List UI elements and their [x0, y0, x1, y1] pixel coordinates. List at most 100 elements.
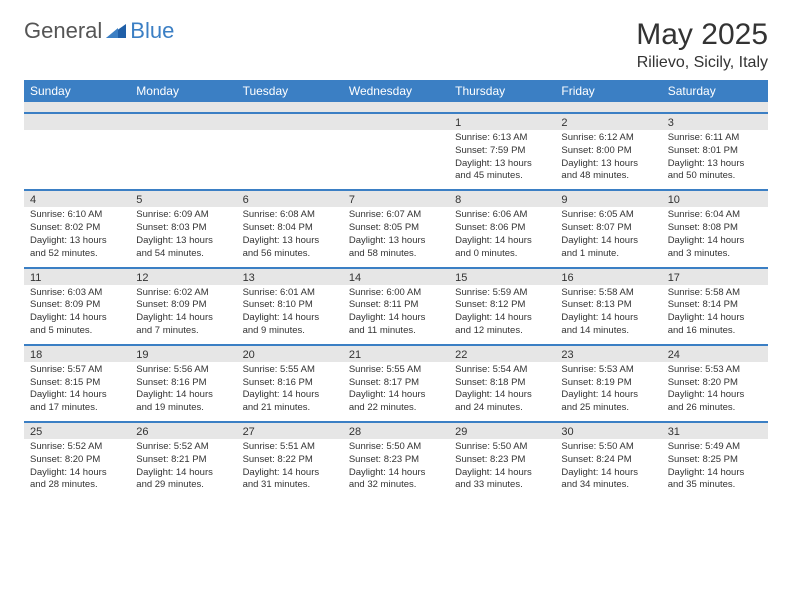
- daylight-text: Daylight: 13 hours: [136, 235, 230, 248]
- day-cell: Sunrise: 5:50 AMSunset: 8:23 PMDaylight:…: [343, 439, 449, 499]
- daylight-text: and 31 minutes.: [243, 479, 337, 492]
- sunset-text: Sunset: 8:09 PM: [136, 299, 230, 312]
- sunset-text: Sunset: 8:18 PM: [455, 377, 549, 390]
- daylight-text: and 24 minutes.: [455, 402, 549, 415]
- day-number: 7: [343, 190, 449, 207]
- sunset-text: Sunset: 8:24 PM: [561, 454, 655, 467]
- day-cell: Sunrise: 6:09 AMSunset: 8:03 PMDaylight:…: [130, 207, 236, 267]
- daylight-text: Daylight: 14 hours: [668, 235, 762, 248]
- sunrise-text: Sunrise: 6:13 AM: [455, 132, 549, 145]
- day-number: 3: [662, 113, 768, 130]
- day-number: 12: [130, 268, 236, 285]
- daylight-text: and 26 minutes.: [668, 402, 762, 415]
- sunrise-text: Sunrise: 6:12 AM: [561, 132, 655, 145]
- daylight-text: and 52 minutes.: [30, 248, 124, 261]
- day-cell: Sunrise: 5:58 AMSunset: 8:14 PMDaylight:…: [662, 285, 768, 345]
- daylight-text: and 22 minutes.: [349, 402, 443, 415]
- daylight-text: and 9 minutes.: [243, 325, 337, 338]
- day-number: 23: [555, 345, 661, 362]
- sunset-text: Sunset: 8:16 PM: [136, 377, 230, 390]
- daylight-text: Daylight: 14 hours: [243, 312, 337, 325]
- day-cell: [237, 130, 343, 190]
- day-cell: Sunrise: 5:50 AMSunset: 8:23 PMDaylight:…: [449, 439, 555, 499]
- daylight-text: Daylight: 14 hours: [30, 467, 124, 480]
- day-cell: Sunrise: 5:49 AMSunset: 8:25 PMDaylight:…: [662, 439, 768, 499]
- sunrise-text: Sunrise: 5:53 AM: [561, 364, 655, 377]
- day-cell: [130, 130, 236, 190]
- sunset-text: Sunset: 8:25 PM: [668, 454, 762, 467]
- sunset-text: Sunset: 8:14 PM: [668, 299, 762, 312]
- daylight-text: Daylight: 13 hours: [243, 235, 337, 248]
- header: General Blue May 2025 Rilievo, Sicily, I…: [24, 18, 768, 72]
- daylight-text: Daylight: 14 hours: [561, 389, 655, 402]
- day-number: 1: [449, 113, 555, 130]
- daylight-text: and 7 minutes.: [136, 325, 230, 338]
- sunrise-text: Sunrise: 5:55 AM: [349, 364, 443, 377]
- daylight-text: and 0 minutes.: [455, 248, 549, 261]
- day-cell: Sunrise: 6:08 AMSunset: 8:04 PMDaylight:…: [237, 207, 343, 267]
- daylight-text: Daylight: 14 hours: [561, 467, 655, 480]
- day-detail-row: Sunrise: 5:52 AMSunset: 8:20 PMDaylight:…: [24, 439, 768, 499]
- sunrise-text: Sunrise: 6:06 AM: [455, 209, 549, 222]
- daylight-text: and 16 minutes.: [668, 325, 762, 338]
- day-number: 18: [24, 345, 130, 362]
- sunrise-text: Sunrise: 6:10 AM: [30, 209, 124, 222]
- day-cell: Sunrise: 6:02 AMSunset: 8:09 PMDaylight:…: [130, 285, 236, 345]
- day-number: [237, 113, 343, 130]
- daylight-text: Daylight: 14 hours: [561, 312, 655, 325]
- sunrise-text: Sunrise: 5:52 AM: [136, 441, 230, 454]
- sunset-text: Sunset: 7:59 PM: [455, 145, 549, 158]
- day-number: 28: [343, 422, 449, 439]
- day-header: Wednesday: [343, 80, 449, 102]
- day-cell: Sunrise: 6:05 AMSunset: 8:07 PMDaylight:…: [555, 207, 661, 267]
- day-header-row: Sunday Monday Tuesday Wednesday Thursday…: [24, 80, 768, 102]
- calendar-weeks: 123Sunrise: 6:13 AMSunset: 7:59 PMDaylig…: [24, 112, 768, 499]
- day-cell: Sunrise: 6:04 AMSunset: 8:08 PMDaylight:…: [662, 207, 768, 267]
- sunrise-text: Sunrise: 6:08 AM: [243, 209, 337, 222]
- daylight-text: and 19 minutes.: [136, 402, 230, 415]
- sunrise-text: Sunrise: 6:11 AM: [668, 132, 762, 145]
- sunrise-text: Sunrise: 6:05 AM: [561, 209, 655, 222]
- logo-text-general: General: [24, 18, 102, 44]
- day-number: 2: [555, 113, 661, 130]
- sunset-text: Sunset: 8:21 PM: [136, 454, 230, 467]
- daylight-text: Daylight: 14 hours: [561, 235, 655, 248]
- daylight-text: and 12 minutes.: [455, 325, 549, 338]
- day-header: Thursday: [449, 80, 555, 102]
- daylight-text: Daylight: 14 hours: [455, 312, 549, 325]
- sunrise-text: Sunrise: 6:09 AM: [136, 209, 230, 222]
- day-number: [130, 113, 236, 130]
- logo: General Blue: [24, 18, 174, 44]
- day-header: Saturday: [662, 80, 768, 102]
- daylight-text: Daylight: 13 hours: [668, 158, 762, 171]
- day-number: 27: [237, 422, 343, 439]
- sunset-text: Sunset: 8:23 PM: [349, 454, 443, 467]
- daylight-text: Daylight: 14 hours: [243, 389, 337, 402]
- daylight-text: Daylight: 14 hours: [455, 235, 549, 248]
- day-number: 15: [449, 268, 555, 285]
- sunrise-text: Sunrise: 6:00 AM: [349, 287, 443, 300]
- day-cell: Sunrise: 6:07 AMSunset: 8:05 PMDaylight:…: [343, 207, 449, 267]
- day-number-row: 25262728293031: [24, 422, 768, 439]
- spacer-row: [24, 102, 768, 112]
- day-number: 16: [555, 268, 661, 285]
- day-header: Sunday: [24, 80, 130, 102]
- sunrise-text: Sunrise: 5:53 AM: [668, 364, 762, 377]
- day-number: 21: [343, 345, 449, 362]
- day-number: 11: [24, 268, 130, 285]
- sunset-text: Sunset: 8:20 PM: [30, 454, 124, 467]
- daylight-text: and 35 minutes.: [668, 479, 762, 492]
- day-detail-row: Sunrise: 6:03 AMSunset: 8:09 PMDaylight:…: [24, 285, 768, 345]
- day-cell: Sunrise: 5:53 AMSunset: 8:19 PMDaylight:…: [555, 362, 661, 422]
- sunset-text: Sunset: 8:15 PM: [30, 377, 124, 390]
- daylight-text: and 32 minutes.: [349, 479, 443, 492]
- daylight-text: and 58 minutes.: [349, 248, 443, 261]
- sunset-text: Sunset: 8:12 PM: [455, 299, 549, 312]
- day-cell: Sunrise: 6:01 AMSunset: 8:10 PMDaylight:…: [237, 285, 343, 345]
- daylight-text: and 28 minutes.: [30, 479, 124, 492]
- daylight-text: and 14 minutes.: [561, 325, 655, 338]
- daylight-text: Daylight: 14 hours: [349, 312, 443, 325]
- day-cell: Sunrise: 6:10 AMSunset: 8:02 PMDaylight:…: [24, 207, 130, 267]
- sunset-text: Sunset: 8:05 PM: [349, 222, 443, 235]
- day-number: 20: [237, 345, 343, 362]
